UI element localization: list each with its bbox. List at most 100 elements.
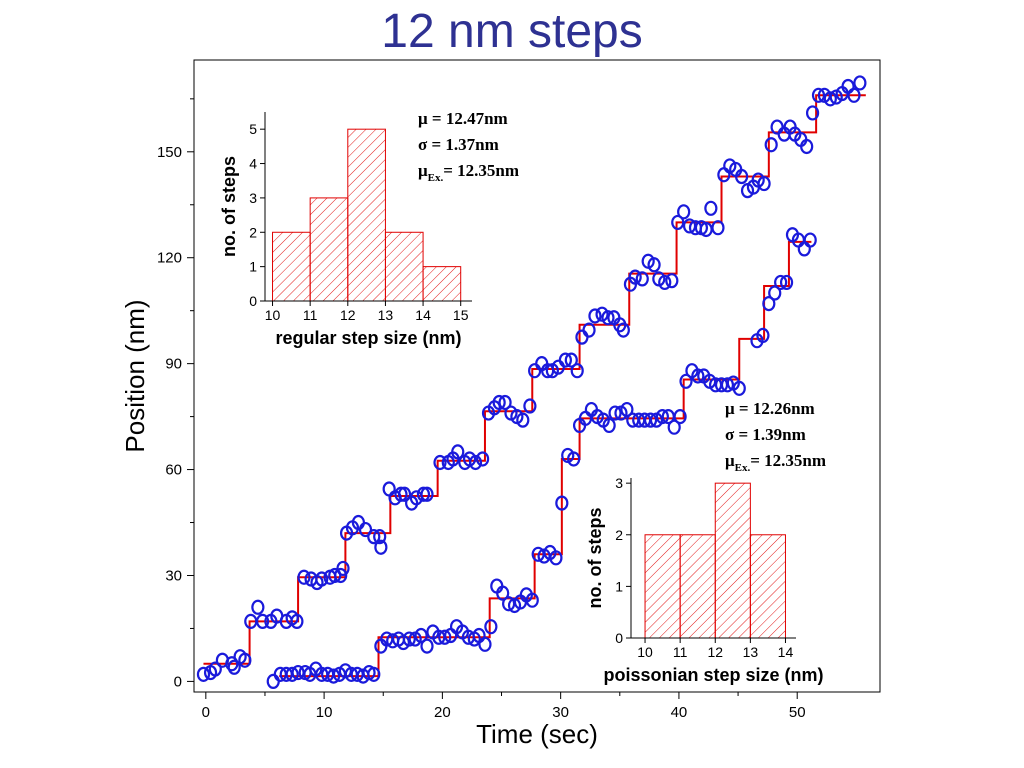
inset-y-tick-label: 5 [249, 121, 257, 137]
regular-point [570, 363, 584, 379]
poissonian-point [732, 380, 746, 396]
sigma-symbol: σ [725, 425, 739, 444]
regular-point [764, 137, 778, 153]
poissonian-point [720, 377, 735, 393]
regular-sigma: = 1.37nm [431, 135, 499, 154]
inset-y-tick-label: 0 [615, 630, 623, 646]
regular-point [334, 567, 348, 584]
inset-x-tick-label: 11 [303, 307, 318, 323]
inset-y-axis-label: no. of steps [219, 156, 239, 257]
poissonian-point [484, 619, 498, 635]
histogram-bar [749, 534, 786, 639]
poissonian-point [756, 327, 770, 343]
mu-symbol: μ [418, 109, 432, 128]
y-tick-label: 0 [174, 673, 182, 690]
regular-point [711, 220, 725, 236]
histogram-bar [644, 534, 681, 639]
regular-point [757, 175, 771, 192]
poissonian-point [768, 285, 782, 301]
regular-point [588, 308, 602, 324]
poissonian-point [266, 673, 280, 690]
inset-y-tick-label: 1 [615, 578, 623, 594]
histogram-bar [272, 231, 311, 302]
regular-point [516, 412, 530, 428]
regular-point [823, 91, 837, 107]
regular-point [564, 352, 578, 368]
regular-point [628, 269, 642, 285]
regular-point [735, 168, 749, 185]
poissonian-point [608, 405, 622, 421]
poissonian-mu-ex: = 12.35nm [750, 451, 827, 470]
x-tick-label: 20 [434, 704, 451, 721]
regular-point [251, 599, 265, 615]
regular-sigma-line: σ = 1.37nm [418, 132, 519, 158]
regular-point [373, 529, 387, 545]
histogram-bar [714, 482, 751, 639]
inset-x-tick-label: 10 [637, 644, 653, 660]
regular-point [498, 394, 512, 411]
x-tick-label: 30 [552, 704, 569, 721]
regular-point [336, 560, 350, 577]
poissonian-point [691, 368, 705, 384]
inset-x-tick-label: 14 [778, 644, 794, 660]
poissonian-mu: = 12.26nm [738, 399, 815, 418]
regular-point [635, 271, 649, 287]
regular-point [575, 329, 589, 345]
regular-point [582, 322, 596, 338]
regular-point [382, 481, 396, 497]
inset-y-tick-label: 2 [615, 527, 623, 543]
inset-x-tick-label: 14 [415, 307, 431, 323]
regular-point [717, 167, 731, 183]
regular-point [256, 613, 270, 629]
x-tick-label: 0 [202, 704, 210, 721]
regular-point [290, 613, 304, 629]
regular-stats: μ = 12.47nm σ = 1.37nm μEx.= 12.35nm [418, 106, 519, 186]
poissonian-point [620, 401, 634, 418]
histogram-bar [309, 197, 349, 302]
regular-point [374, 539, 388, 555]
regular-mu-ex: = 12.35nm [443, 161, 520, 180]
inset-y-axis-label: no. of steps [585, 507, 605, 608]
regular-mu-ex-line: μEx.= 12.35nm [418, 158, 519, 186]
poissonian-sigma-line: σ = 1.39nm [725, 422, 826, 448]
regular-point [475, 451, 490, 467]
regular-point [416, 486, 431, 502]
regular-point [658, 274, 672, 291]
poissonian-point [525, 592, 539, 608]
regular-point [367, 529, 381, 545]
histogram-bar [422, 266, 462, 302]
poissonian-point [478, 636, 492, 652]
poissonian-point [797, 241, 811, 257]
poissonian-point [567, 451, 581, 467]
regular-point [492, 394, 506, 411]
mu-ex-symbol: μ [418, 161, 428, 180]
y-tick-label: 30 [165, 567, 182, 584]
regular-point [238, 652, 252, 668]
inset-x-tick-label: 13 [743, 644, 759, 660]
regular-point [394, 486, 408, 502]
poissonian-mu-ex-sub: Ex. [734, 462, 751, 474]
y-axis-label: Position (nm) [120, 299, 150, 452]
poissonian-point [779, 274, 794, 291]
regular-point [601, 310, 615, 326]
x-tick-label: 40 [671, 704, 688, 721]
poissonian-point [420, 638, 434, 654]
inset-x-tick-label: 12 [340, 307, 356, 323]
regular-point [315, 571, 329, 587]
y-tick-label: 60 [165, 462, 182, 479]
inset-y-tick-label: 4 [249, 156, 257, 172]
y-tick-label: 150 [157, 144, 182, 161]
poissonian-point [367, 666, 381, 682]
inset-x-axis-label: poissonian step size (nm) [603, 665, 823, 685]
regular-point [328, 567, 342, 584]
poissonian-point [326, 668, 341, 684]
regular-mu-line: μ = 12.47nm [418, 106, 519, 132]
inset-x-axis-label: regular step size (nm) [275, 328, 461, 348]
regular-point [811, 87, 826, 103]
mu-ex-symbol: μ [725, 451, 735, 470]
inset-y-tick-label: 0 [249, 293, 257, 309]
poissonian-point [549, 550, 563, 566]
